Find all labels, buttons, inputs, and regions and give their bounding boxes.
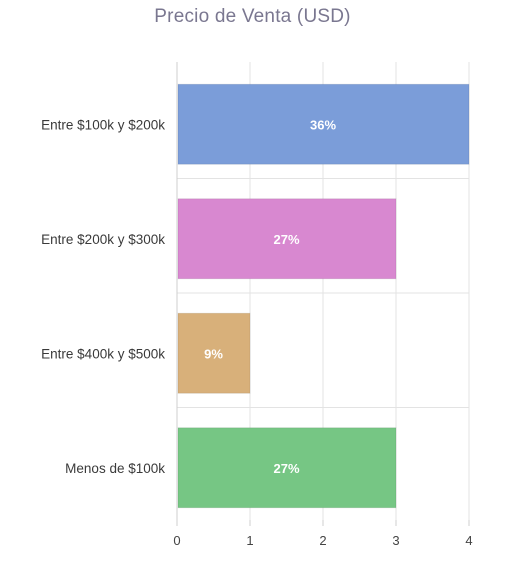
bar xyxy=(177,427,397,509)
x-tick-label: 0 xyxy=(173,533,180,548)
data-label: 9% xyxy=(204,346,223,361)
x-tick-label: 1 xyxy=(246,533,253,548)
category-label: Menos de $100k xyxy=(65,461,165,476)
x-tick-label: 3 xyxy=(392,533,399,548)
x-tick-label: 2 xyxy=(319,533,326,548)
chart-title: Precio de Venta (USD) xyxy=(154,6,351,27)
category-label: Entre $400k y $500k xyxy=(41,346,165,361)
category-label: Entre $100k y $200k xyxy=(41,117,165,132)
data-label: 36% xyxy=(310,117,336,132)
bar xyxy=(177,83,470,165)
category-label: Entre $200k y $300k xyxy=(41,232,165,247)
x-tick-label: 4 xyxy=(465,533,472,548)
bar xyxy=(177,312,251,394)
data-label: 27% xyxy=(273,461,299,476)
data-label: 27% xyxy=(273,232,299,247)
bar xyxy=(177,198,397,280)
